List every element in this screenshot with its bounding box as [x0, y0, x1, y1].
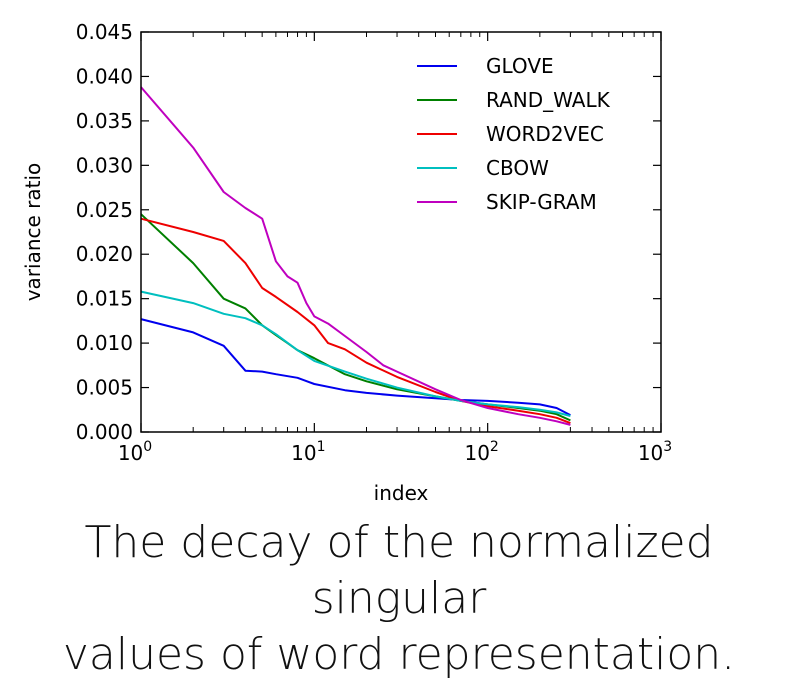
- y-tick-label: 0.015: [76, 287, 133, 311]
- y-tick-label: 0.030: [76, 153, 133, 177]
- legend-label-rand-walk: RAND_WALK: [486, 88, 611, 112]
- line-chart: 0.000 0.005 0.010 0.015 0.020 0.025 0.030 0.035…: [21, 20, 672, 505]
- y-tick-label: 0.000: [76, 420, 133, 444]
- y-tick-label: 0.020: [76, 242, 133, 266]
- y-tick-label: 0.005: [76, 376, 133, 400]
- y-tick-label: 0.040: [76, 64, 133, 88]
- series-line-word2vec: [140, 217, 571, 425]
- legend-label-skip-gram: SKIP-GRAM: [486, 190, 597, 214]
- y-tick-label: 0.045: [76, 20, 133, 44]
- series-line-rand-walk: [140, 213, 571, 422]
- series-line-skip-gram: [140, 86, 571, 426]
- series-line-cbow: [140, 290, 571, 417]
- x-tick-label: 101: [291, 439, 325, 465]
- series-line-glove: [140, 318, 571, 416]
- tick-layer: 0.000 0.005 0.010 0.015 0.020 0.025 0.030 0.035…: [76, 20, 672, 465]
- y-axis-label: variance ratio: [21, 163, 45, 302]
- legend: GLOVE RAND_WALK WORD2VEC CBOW SKIP-GRAM: [417, 54, 611, 214]
- x-axis-label: index: [374, 481, 429, 505]
- legend-label-glove: GLOVE: [486, 54, 554, 78]
- series-layer: [140, 86, 571, 426]
- x-tick-label: 103: [638, 439, 672, 465]
- legend-label-word2vec: WORD2VEC: [486, 122, 604, 146]
- legend-label-cbow: CBOW: [486, 156, 549, 180]
- y-tick-label: 0.010: [76, 331, 133, 355]
- caption-line-2: values of word representation.: [62, 629, 736, 680]
- x-tick-label: 100: [118, 439, 152, 465]
- figure-caption: The decay of the normalized singular val…: [0, 515, 798, 683]
- x-tick-label: 102: [464, 439, 498, 465]
- y-tick-label: 0.025: [76, 198, 133, 222]
- y-tick-label: 0.035: [76, 109, 133, 133]
- caption-line-1: The decay of the normalized singular: [84, 517, 714, 624]
- plot-frame: [140, 31, 662, 433]
